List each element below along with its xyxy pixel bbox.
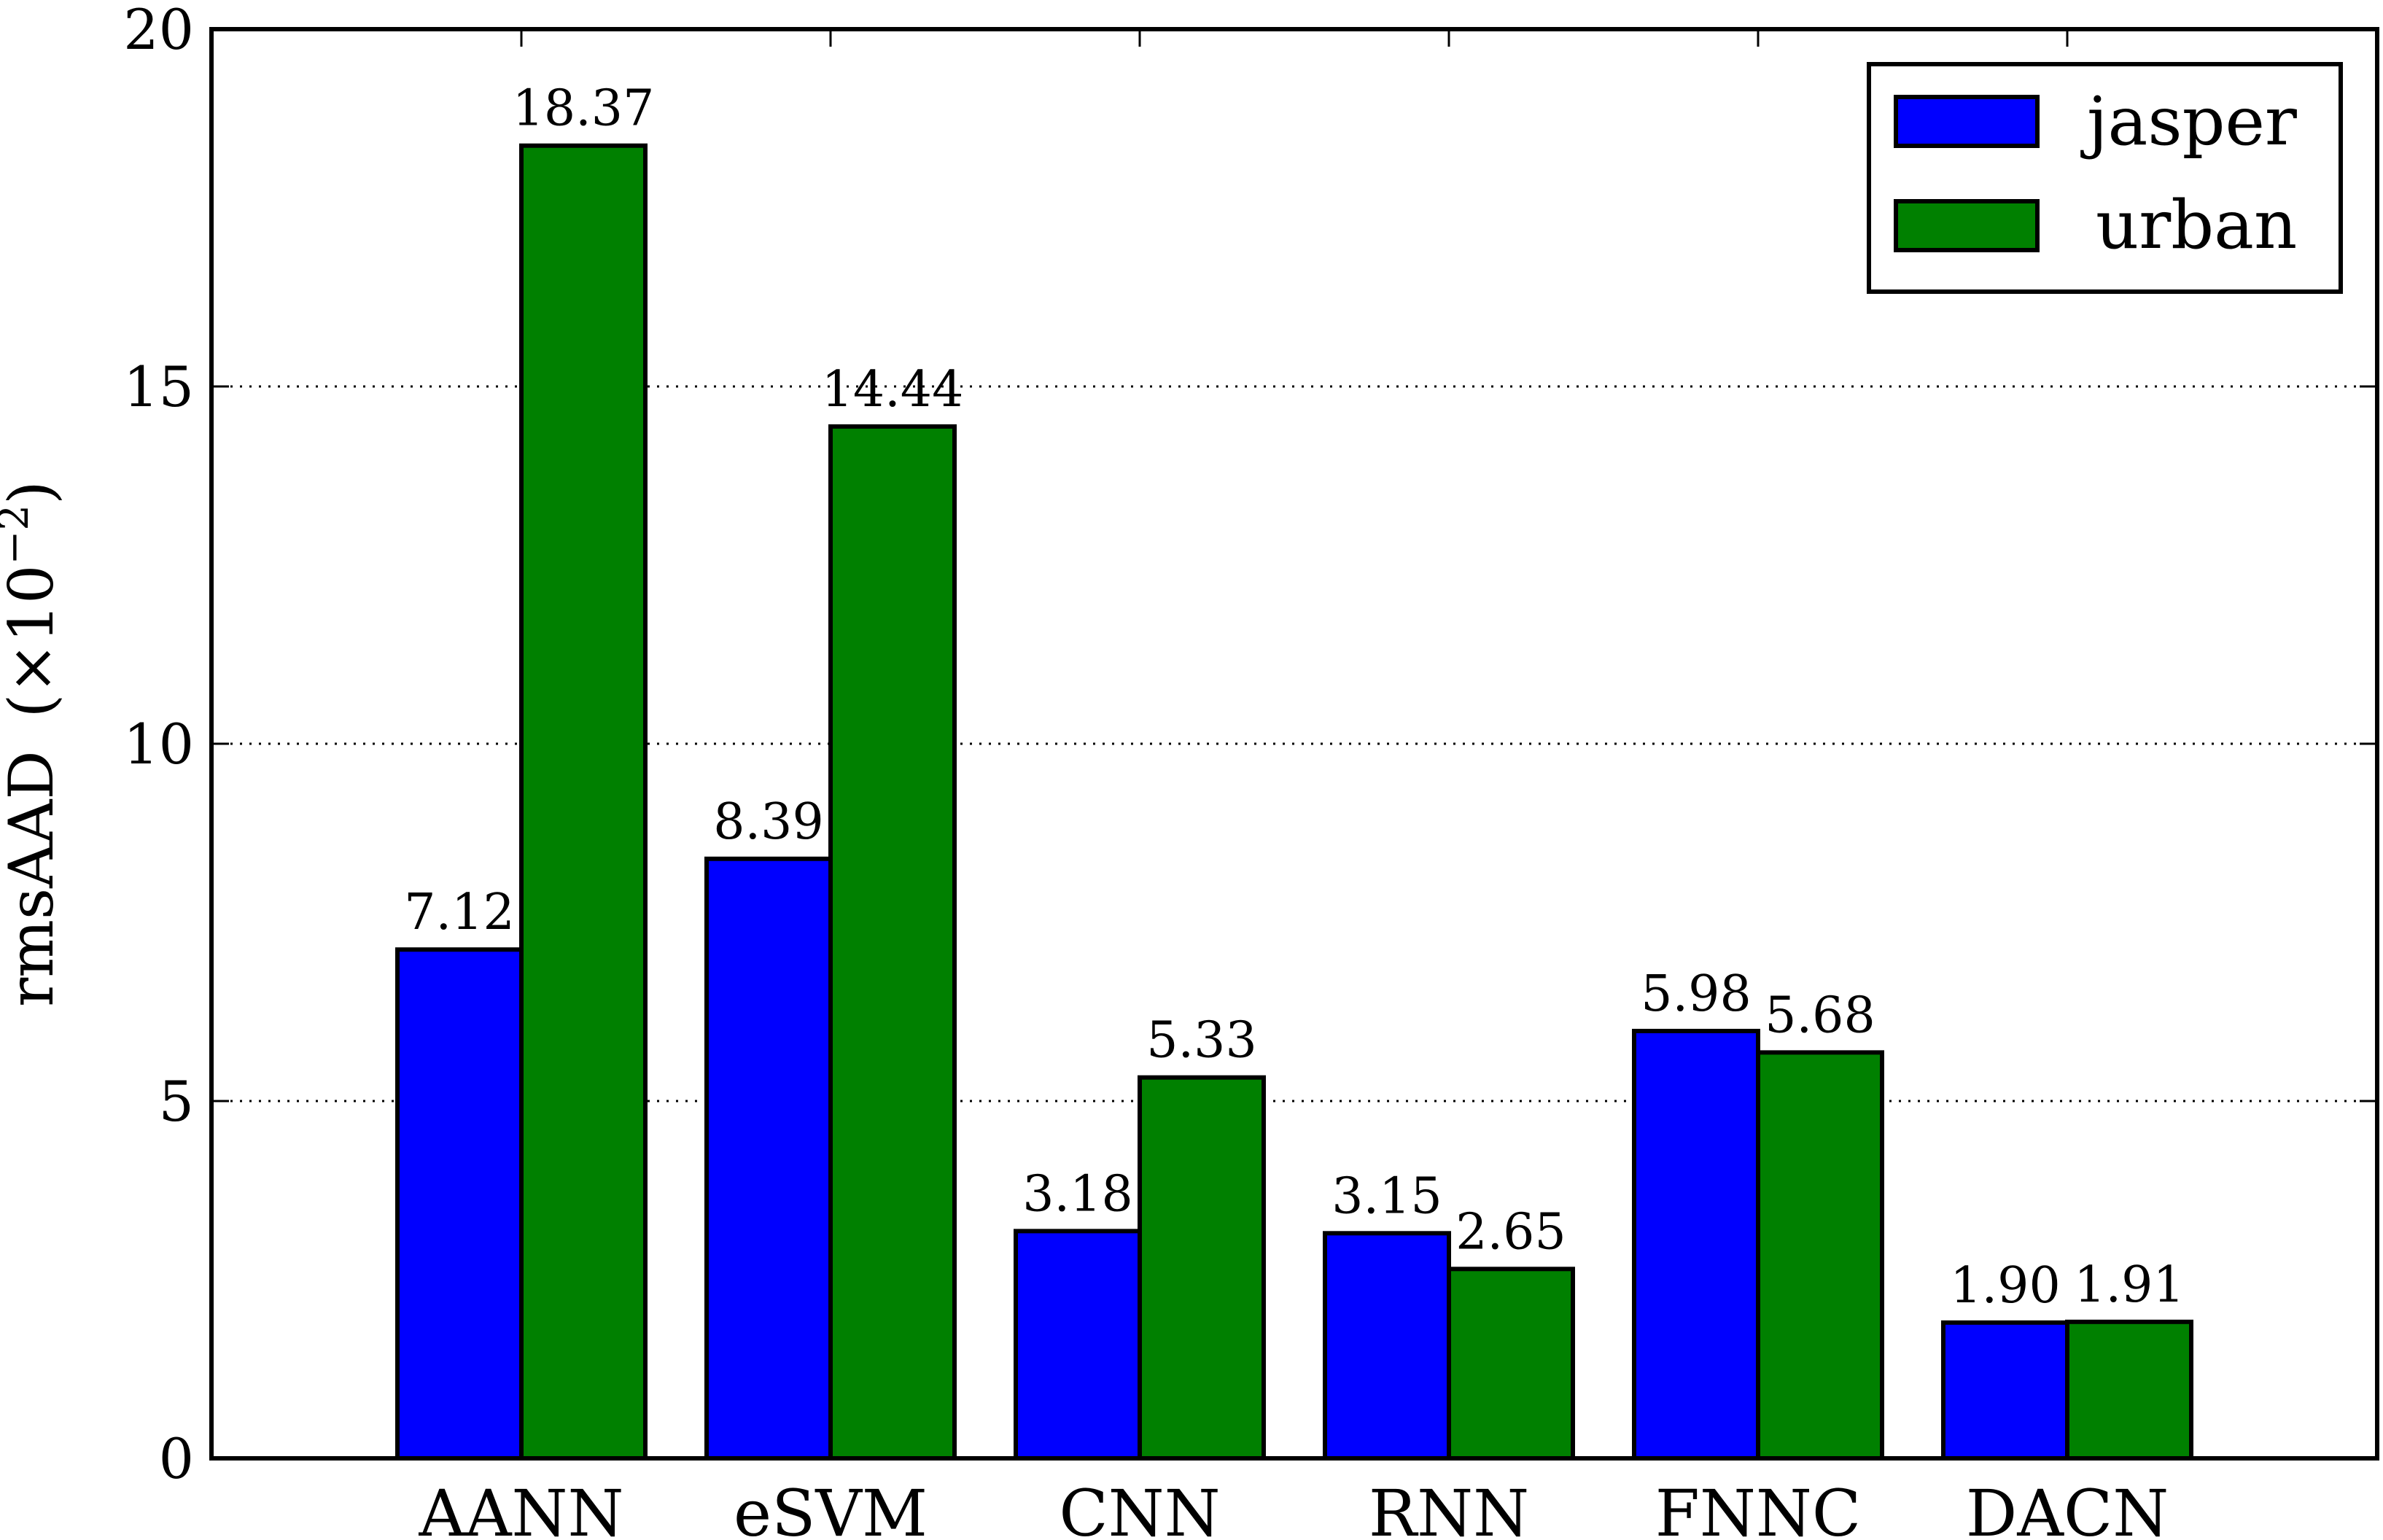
y-tick-labels: 0 5 10 15 20 <box>123 0 194 1491</box>
category-label-AANN: AANN <box>418 1476 623 1540</box>
category-label-FNNC: FNNC <box>1655 1476 1861 1540</box>
bar-urban-RNN <box>1447 1267 1575 1461</box>
y-tick-label: 20 <box>123 0 194 62</box>
legend-label-jasper: jasper <box>2080 82 2297 160</box>
y-axis-label-main: rmsAAD <box>0 750 67 1007</box>
value-label-urban-CNN: 5.33 <box>1146 1012 1256 1070</box>
value-label-urban-AANN: 18.37 <box>513 80 655 138</box>
value-label-urban-FNNC: 5.68 <box>1765 987 1875 1044</box>
value-label-jasper-DACN: 1.90 <box>1950 1257 2060 1315</box>
y-axis-label-exponent: −2 <box>0 505 38 565</box>
bar-jasper-DACN <box>1941 1320 2069 1461</box>
value-label-jasper-FNNC: 5.98 <box>1641 965 1751 1023</box>
legend: jasper urban <box>1867 62 2343 294</box>
bars-group <box>395 143 2193 1461</box>
legend-label-urban: urban <box>2096 186 2297 264</box>
bar-urban-eSVM <box>828 424 957 1461</box>
bar-urban-AANN <box>519 143 648 1461</box>
y-axis-label: rmsAAD (×10−2) <box>0 481 67 1007</box>
value-label-urban-eSVM: 14.44 <box>822 361 964 419</box>
bar-jasper-eSVM <box>704 856 833 1461</box>
legend-swatch-urban <box>1894 199 2040 252</box>
value-label-jasper-eSVM: 8.39 <box>713 793 823 851</box>
category-label-RNN: RNN <box>1369 1476 1529 1540</box>
bar-urban-DACN <box>2065 1319 2193 1461</box>
value-label-jasper-CNN: 3.18 <box>1022 1165 1132 1223</box>
category-label-DACN: DACN <box>1966 1476 2169 1540</box>
value-label-urban-RNN: 2.65 <box>1455 1203 1566 1261</box>
category-label-CNN: CNN <box>1059 1476 1220 1540</box>
bar-urban-FNNC <box>1756 1050 1884 1461</box>
value-label-urban-DACN: 1.91 <box>2074 1256 2184 1314</box>
y-axis-label-close: ) <box>0 481 67 505</box>
value-label-jasper-AANN: 7.12 <box>404 884 514 941</box>
y-tick-label: 0 <box>159 1426 194 1491</box>
bar-jasper-CNN <box>1014 1229 1142 1461</box>
x-category-labels: AANN eSVM CNN RNN FNNC DACN <box>418 1476 2169 1540</box>
y-tick-label: 10 <box>123 712 194 777</box>
y-tick-label: 15 <box>123 354 194 419</box>
bar-jasper-RNN <box>1323 1231 1451 1461</box>
y-axis-label-unit: (×10 <box>0 565 67 718</box>
axis-ticks <box>211 28 2377 1460</box>
value-label-jasper-RNN: 3.15 <box>1332 1167 1442 1225</box>
bar-value-labels: 7.12 18.37 8.39 14.44 3.18 5.33 3.152.65 5.98 5.… <box>404 80 2184 1315</box>
category-label-eSVM: eSVM <box>734 1476 928 1540</box>
bar-urban-CNN <box>1138 1075 1266 1461</box>
legend-swatch-jasper <box>1894 95 2040 148</box>
bar-jasper-AANN <box>395 947 524 1461</box>
y-tick-label: 5 <box>159 1069 194 1134</box>
bar-jasper-FNNC <box>1632 1028 1760 1461</box>
